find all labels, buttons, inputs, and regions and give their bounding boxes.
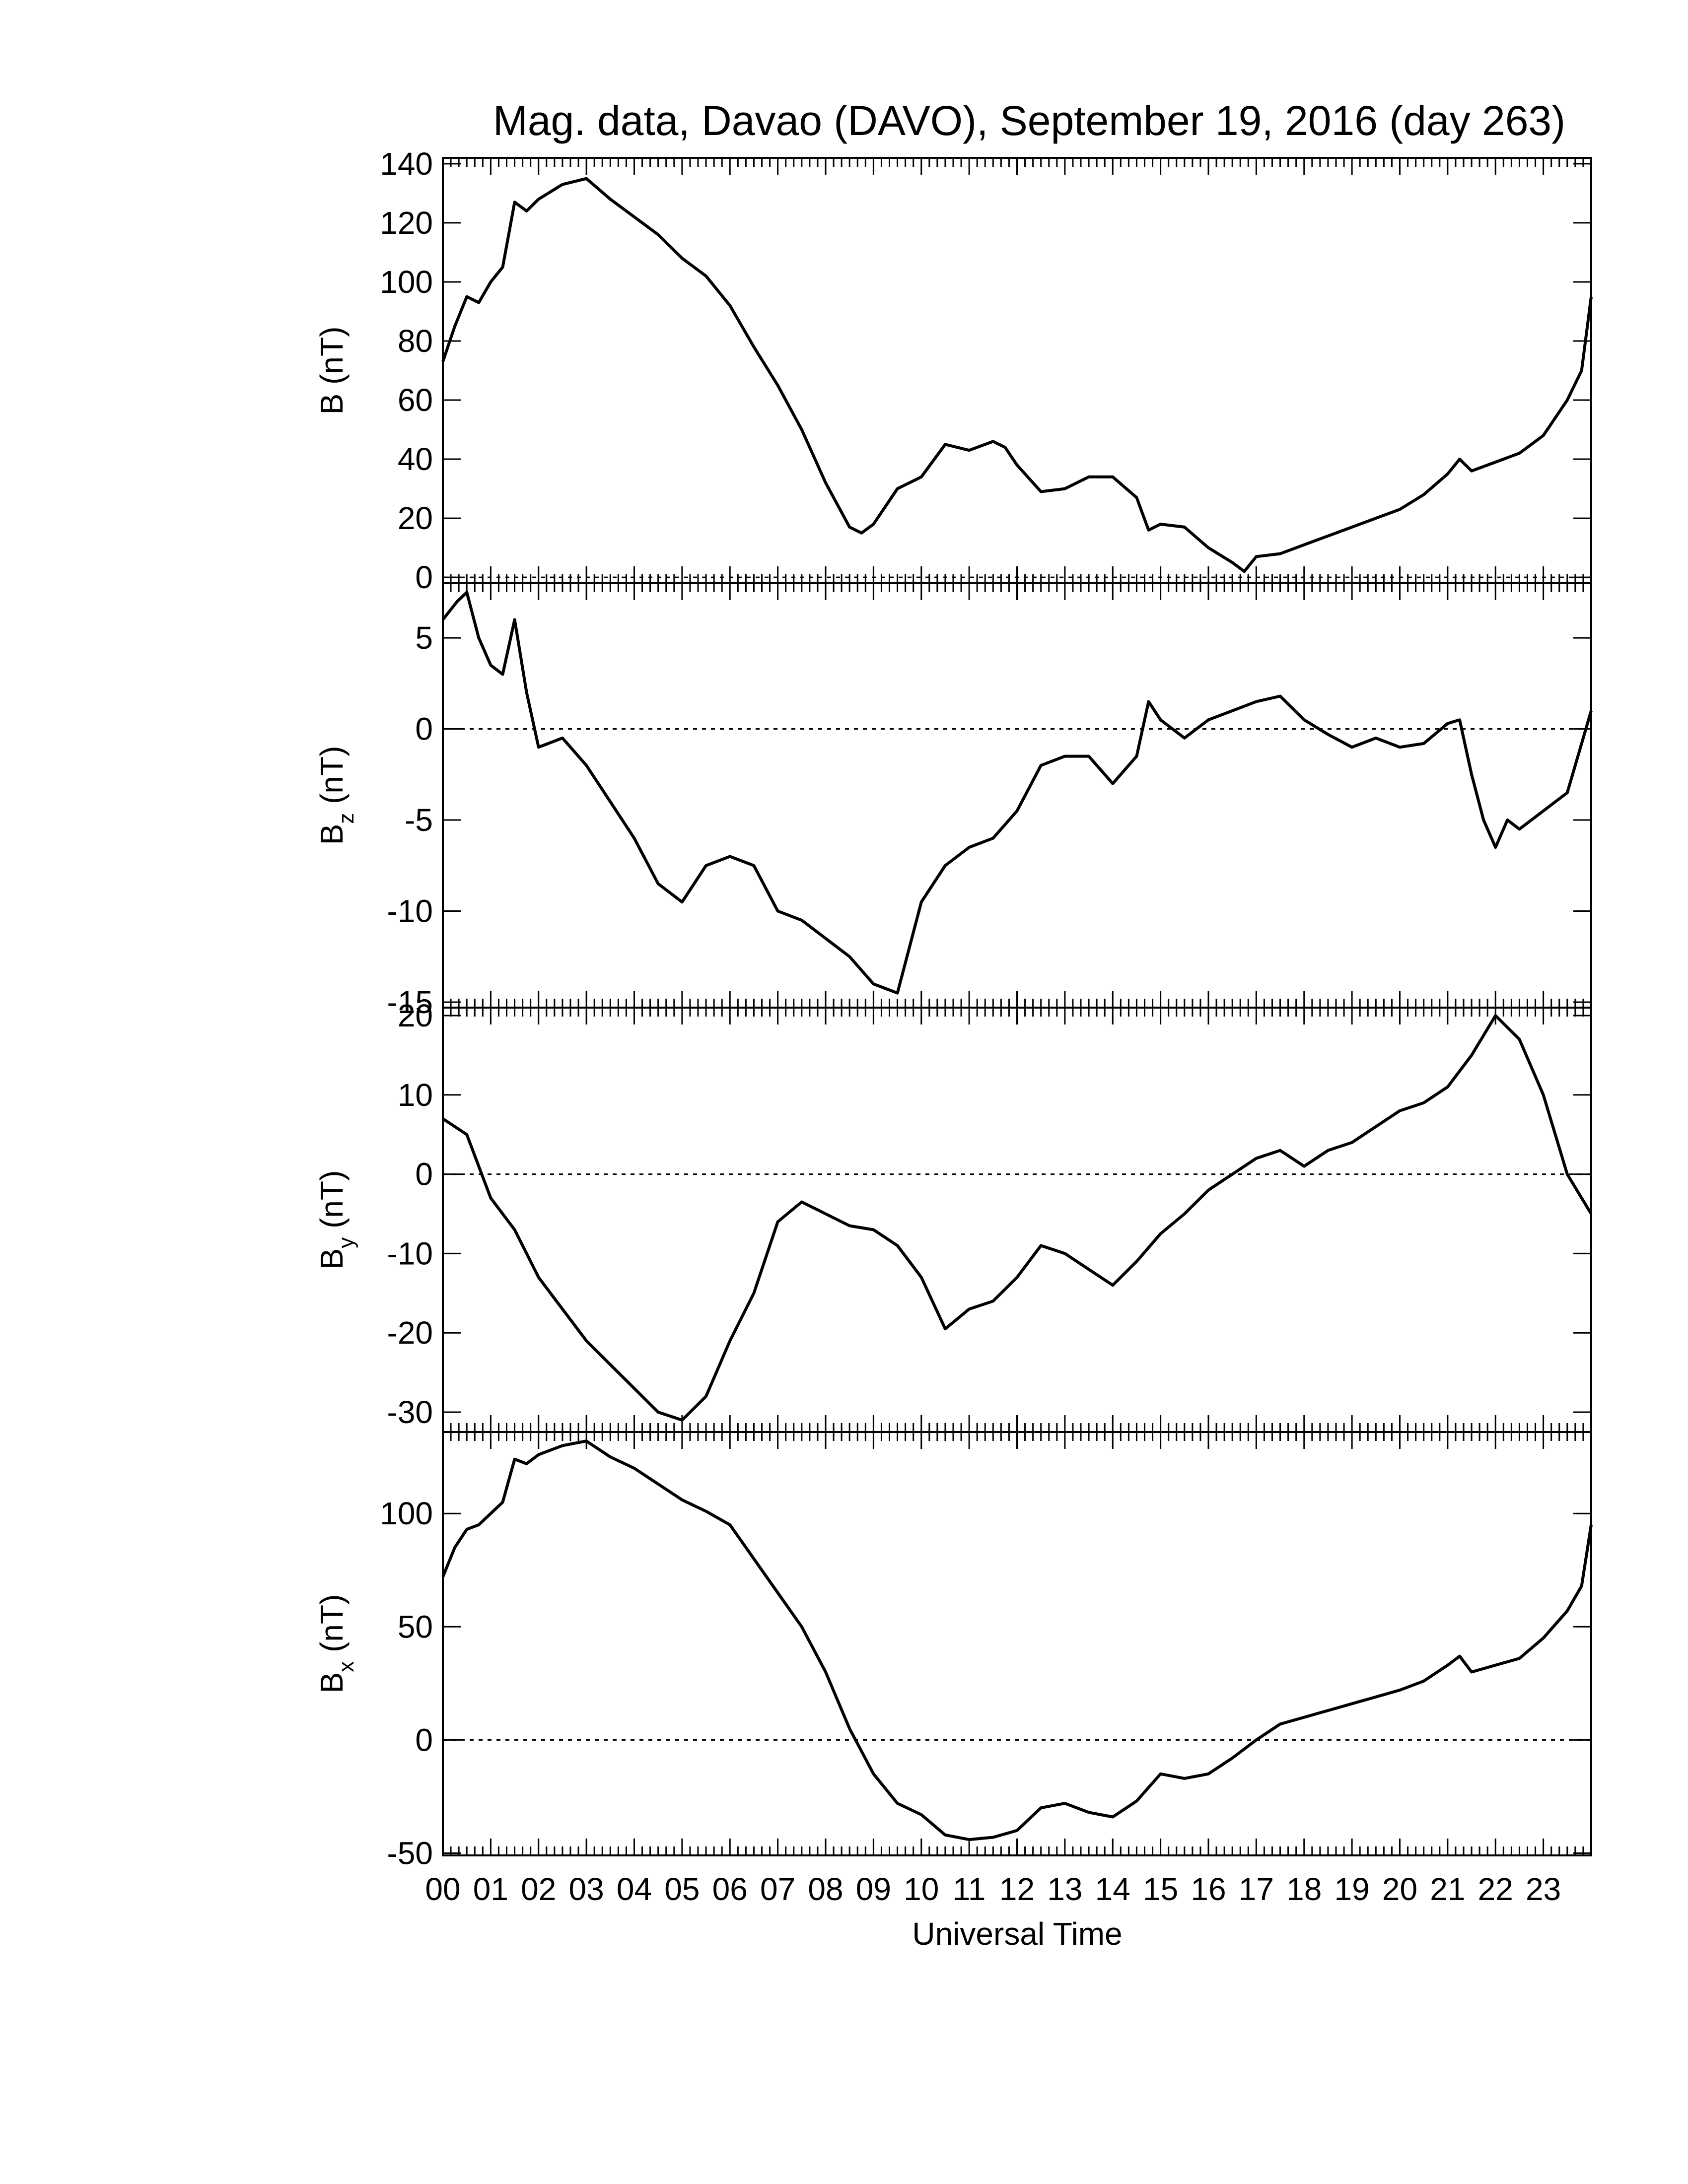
panel-0: 0 20 40 60 80 100 120 140 B (nT) <box>314 146 1593 595</box>
y-tick-label: -30 <box>387 1394 433 1430</box>
y-tick-label: -15 <box>387 984 433 1020</box>
x-tick-label: 08 <box>808 1871 843 1907</box>
y-tick-label: 80 <box>398 323 433 359</box>
x-tick-label: 13 <box>1047 1871 1082 1907</box>
series-line <box>442 1014 1593 1422</box>
y-axis-label: By (nT) <box>314 1170 358 1270</box>
y-tick-label: -10 <box>387 1235 433 1271</box>
y-tick-label: -5 <box>405 802 433 838</box>
y-tick-label: 10 <box>398 1077 433 1113</box>
x-tick-label: 02 <box>521 1871 556 1907</box>
y-tick-label: 0 <box>415 1722 433 1758</box>
panel-3: 100 50 0 -50 Bx (nT) 00 01 02 03 04 05 06 07 08 09 10 11… <box>314 1431 1593 1907</box>
x-tick-label: 21 <box>1430 1871 1465 1907</box>
series-line <box>441 177 1593 573</box>
x-tick-label: 18 <box>1286 1871 1322 1907</box>
x-tick-label: 12 <box>999 1871 1035 1907</box>
x-axis-label: Universal Time <box>912 1916 1122 1952</box>
x-tick-label: 23 <box>1526 1871 1561 1907</box>
x-tick-label: 06 <box>712 1871 748 1907</box>
y-tick-label: 100 <box>380 1496 433 1531</box>
chart-title: Mag. data, Davao (DAVO), September 19, 2… <box>493 97 1565 144</box>
x-tick-label: 16 <box>1191 1871 1226 1907</box>
x-tick-label: 00 <box>425 1871 460 1907</box>
plot-frame <box>442 582 1592 1009</box>
y-tick-label: 20 <box>398 500 433 536</box>
x-tick-label: 17 <box>1239 1871 1274 1907</box>
x-tick-label: 11 <box>953 1871 985 1907</box>
series-line <box>441 1439 1593 1842</box>
x-tick-label: 19 <box>1335 1871 1370 1907</box>
x-tick-label: 07 <box>760 1871 795 1907</box>
y-tick-label: 0 <box>415 559 433 595</box>
y-tick-label: 120 <box>380 205 433 241</box>
y-tick-label: 20 <box>398 998 433 1033</box>
y-tick-label: 0 <box>415 711 433 747</box>
x-tick-label: 10 <box>904 1871 939 1907</box>
y-tick-label: 140 <box>380 146 433 182</box>
y-axis-label: Bz (nT) <box>314 746 358 845</box>
y-axis-label: B (nT) <box>314 327 350 415</box>
y-tick-label: 60 <box>398 382 433 418</box>
y-tick-label: 0 <box>415 1157 433 1192</box>
x-tick-label: 01 <box>473 1871 508 1907</box>
y-tick-label: -10 <box>387 893 433 929</box>
plot-frame <box>442 157 1592 584</box>
plot-frame <box>442 1431 1592 1856</box>
y-axis-label: Bx (nT) <box>314 1594 358 1694</box>
x-tick-label: 15 <box>1143 1871 1178 1907</box>
y-tick-label: 5 <box>415 620 433 656</box>
x-tick-label: 04 <box>617 1871 652 1907</box>
y-tick-label: 50 <box>398 1609 433 1644</box>
panel-2: 20 10 0 -10 -20 -30 By (nT) <box>314 998 1593 1433</box>
x-tick-label: 22 <box>1478 1871 1513 1907</box>
y-tick-label: -20 <box>387 1315 433 1351</box>
x-tick-label: 09 <box>856 1871 891 1907</box>
y-tick-label: 100 <box>380 264 433 300</box>
x-tick-label: 20 <box>1382 1871 1417 1907</box>
x-tick-label: 03 <box>569 1871 604 1907</box>
x-tick-label: 14 <box>1095 1871 1130 1907</box>
panel-1: 5 0 -5 -10 -15 Bz (nT) <box>314 582 1593 1020</box>
x-tick-label: 05 <box>664 1871 700 1907</box>
y-tick-label: 40 <box>398 441 433 477</box>
y-tick-label: -50 <box>387 1835 433 1871</box>
series-line <box>441 591 1593 995</box>
